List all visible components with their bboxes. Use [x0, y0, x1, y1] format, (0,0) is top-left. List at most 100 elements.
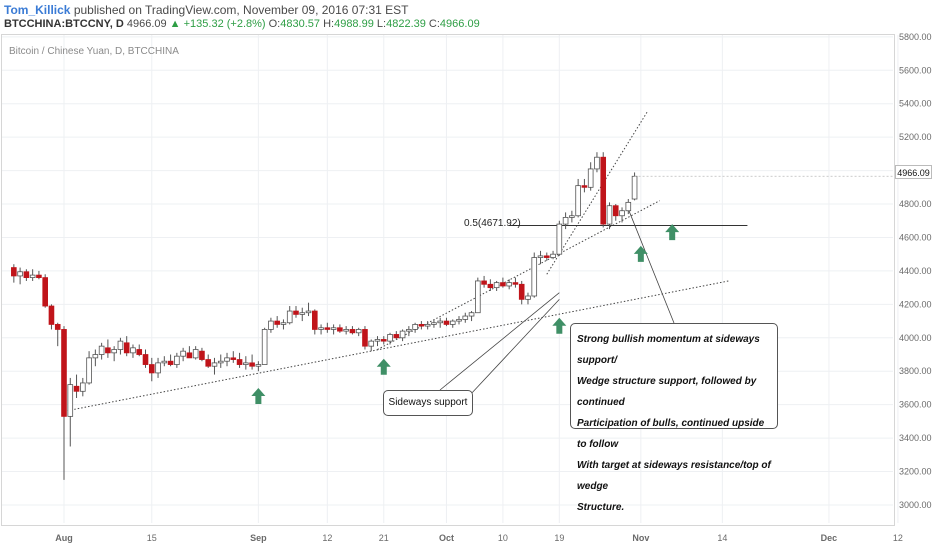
publish-line: Tom_Killick published on TradingView.com…: [4, 3, 408, 17]
candle-body: [374, 339, 381, 342]
candle-body: [311, 310, 318, 330]
candle-body: [11, 267, 17, 277]
ohlc-line: BTCCHINA:BTCCNY, D 4966.09 ▲ +135.32 (+2…: [4, 18, 480, 30]
callout-line: With target at sideways resistance/top o…: [577, 460, 771, 492]
candle-body: [268, 320, 274, 330]
candle-body: [186, 352, 193, 359]
symbol-label[interactable]: BTCCHINA:BTCCNY, D: [4, 18, 124, 30]
candle-body: [230, 357, 237, 360]
author-link[interactable]: Tom_Killick: [4, 3, 71, 17]
x-tick-label: 12: [893, 533, 903, 543]
candle-body: [418, 324, 425, 327]
candle-body: [148, 364, 155, 374]
y-tick-label: 4600.00: [899, 232, 932, 242]
candle-body: [349, 329, 356, 334]
candle-body: [443, 320, 450, 325]
low-value: 4822.39: [386, 18, 426, 30]
candle-body: [475, 280, 481, 314]
sideways-support-callout[interactable]: Sideways support: [383, 390, 473, 416]
candle-body: [261, 329, 268, 365]
candle-body: [73, 385, 80, 392]
candle-body: [606, 205, 613, 225]
candle-body: [625, 201, 632, 212]
candle-body: [550, 253, 556, 258]
open-value: 4830.57: [280, 18, 321, 30]
chart-header: Tom_Killick published on TradingView.com…: [0, 0, 932, 32]
candle-body: [619, 210, 625, 217]
candle-body: [111, 349, 117, 354]
up-arrow-icon: [251, 387, 266, 404]
candle-body: [29, 274, 36, 279]
up-arrow-icon: [552, 317, 567, 334]
candle-body: [280, 322, 287, 325]
candle-body: [174, 355, 180, 365]
candle-body: [211, 362, 218, 367]
last-price: 4966.09: [126, 18, 167, 30]
candle-body: [324, 327, 331, 330]
x-tick-label: 10: [498, 533, 508, 543]
y-tick-label: 5600.00: [899, 65, 932, 75]
published-text: published on TradingView.com, November 0…: [73, 3, 409, 17]
x-tick-label: 12: [322, 533, 332, 543]
candle-body: [575, 185, 581, 217]
candle-body: [449, 320, 456, 325]
analysis-callout[interactable]: Strong bullish momentum at sideways supp…: [570, 323, 778, 513]
candle-body: [86, 357, 92, 384]
candle-body: [23, 271, 30, 279]
candle-body: [556, 223, 563, 255]
candle-body: [243, 362, 249, 365]
x-tick-label: 21: [379, 533, 389, 543]
y-tick-label: 3200.00: [899, 467, 932, 477]
candle-body: [594, 156, 600, 170]
x-tick-label: Nov: [632, 533, 649, 543]
candle-body: [224, 357, 230, 362]
y-tick-label: 3800.00: [899, 366, 932, 376]
y-tick-label: 5200.00: [899, 132, 932, 142]
candle-body: [205, 359, 212, 367]
wedge-lower-line: [377, 200, 660, 350]
candle-body: [437, 320, 443, 324]
candle-body: [500, 282, 506, 287]
candle-body: [424, 324, 431, 327]
callout-line: Wedge structure support, followed by con…: [577, 376, 757, 408]
x-tick-label: Oct: [439, 533, 454, 543]
candle-body: [406, 329, 412, 332]
up-arrow-icon: [376, 358, 391, 375]
candle-body: [468, 312, 475, 317]
candle-body: [343, 329, 349, 332]
candle-body: [525, 295, 531, 300]
candle-body: [293, 310, 299, 315]
callout-pointer: [439, 292, 560, 391]
candle-body: [98, 345, 105, 355]
y-tick-label: 3600.00: [899, 400, 932, 410]
candle-body: [255, 364, 262, 367]
candle-body: [236, 359, 243, 365]
candle-body: [130, 347, 136, 354]
candle-body: [299, 312, 306, 315]
candle-body: [337, 327, 343, 332]
y-tick-label: 5400.00: [899, 99, 932, 109]
candle-body: [286, 310, 293, 324]
candle-body: [305, 310, 312, 314]
candle-body: [493, 282, 500, 289]
candle-body: [17, 271, 23, 277]
candle-body: [80, 382, 86, 392]
candle-body: [387, 334, 393, 342]
high-value: 4988.99: [334, 18, 374, 30]
candle-body: [562, 217, 569, 225]
candle-body: [48, 305, 55, 325]
chart-panel[interactable]: [1, 34, 895, 526]
candle-body: [330, 327, 337, 330]
candle-body: [249, 362, 255, 367]
callout-pointer: [469, 299, 560, 396]
candle-body: [431, 322, 437, 325]
candle-body: [362, 329, 368, 347]
y-tick-label: 3000.00: [899, 500, 932, 510]
candle-body: [506, 282, 512, 287]
x-tick-label: Aug: [55, 533, 73, 543]
candle-body: [518, 283, 525, 300]
candle-body: [136, 349, 143, 355]
y-tick-label: 4200.00: [899, 299, 932, 309]
candle-body: [399, 330, 406, 339]
